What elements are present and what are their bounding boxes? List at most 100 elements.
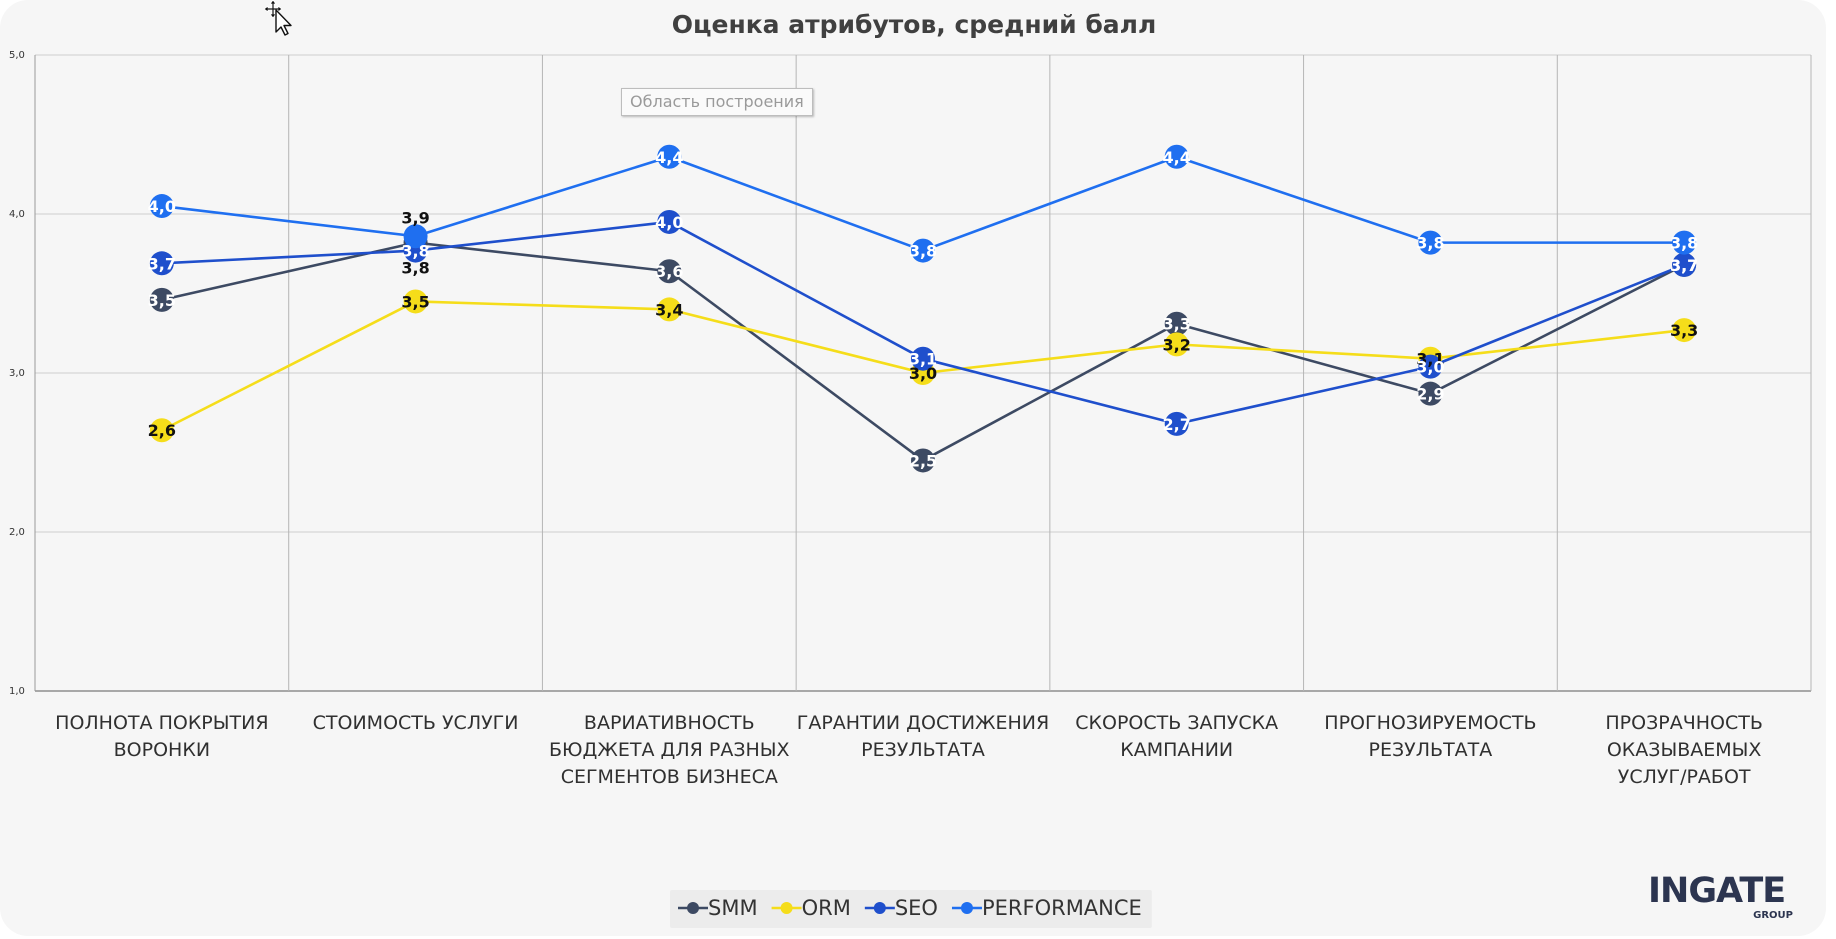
data-label: 3,7 bbox=[1670, 256, 1698, 275]
data-label: 2,7 bbox=[1163, 415, 1191, 434]
data-label: 3,8 bbox=[909, 242, 937, 261]
data-label: 3,9 bbox=[401, 208, 429, 227]
data-label: 3,0 bbox=[909, 364, 937, 383]
data-label: 3,7 bbox=[148, 254, 176, 273]
legend-label: SEO bbox=[895, 896, 938, 920]
legend-item-seo[interactable]: SEO bbox=[864, 896, 938, 920]
data-label: 3,0 bbox=[1416, 358, 1444, 377]
data-point-seo[interactable] bbox=[657, 209, 682, 234]
data-label: 3,8 bbox=[401, 259, 429, 278]
data-point-orm[interactable] bbox=[1164, 332, 1189, 357]
y-tick-label: 3,0 bbox=[9, 368, 25, 379]
data-label: 3,1 bbox=[909, 350, 937, 369]
data-point-smm[interactable] bbox=[1164, 311, 1189, 336]
data-label: 3,8 bbox=[1670, 234, 1698, 253]
category-label: КАМПАНИИ bbox=[1120, 739, 1233, 761]
data-point-performance[interactable] bbox=[403, 224, 428, 249]
category-label: СКОРОСТЬ ЗАПУСКА bbox=[1075, 712, 1278, 734]
logo-wordmark: INGATE bbox=[1648, 871, 1786, 911]
data-label: 3,5 bbox=[148, 291, 176, 310]
category-label: СТОИМОСТЬ УСЛУГИ bbox=[313, 712, 519, 734]
data-label: 3,3 bbox=[1670, 321, 1698, 340]
data-point-smm[interactable] bbox=[149, 287, 174, 312]
data-label: 3,5 bbox=[401, 292, 429, 311]
data-point-seo[interactable] bbox=[149, 251, 174, 276]
y-axis-ticks: 1,0 2,0 3,0 4,0 5,0 bbox=[9, 50, 25, 697]
data-label: 3,7 bbox=[1670, 256, 1698, 275]
data-point-performance[interactable] bbox=[1164, 144, 1189, 169]
data-label: 3,8 bbox=[1416, 234, 1444, 253]
data-point-smm[interactable] bbox=[1418, 381, 1443, 406]
y-tick-label: 5,0 bbox=[9, 50, 25, 61]
legend-label: SMM bbox=[708, 896, 758, 920]
data-point-performance[interactable] bbox=[1672, 230, 1697, 255]
logo-subtitle: GROUP bbox=[1753, 910, 1793, 921]
data-label: 2,5 bbox=[909, 451, 937, 470]
data-label: 3,3 bbox=[1163, 315, 1191, 334]
data-label: 4,0 bbox=[148, 197, 176, 216]
data-label: 3,6 bbox=[655, 262, 683, 281]
data-point-seo[interactable] bbox=[1164, 411, 1189, 436]
legend-marker bbox=[960, 902, 973, 914]
legend-marker bbox=[873, 902, 886, 914]
series-layer[interactable] bbox=[149, 144, 1697, 473]
data-label: 3,2 bbox=[1163, 335, 1191, 354]
category-label: ВАРИАТИВНОСТЬ bbox=[584, 712, 755, 734]
data-label: 4,0 bbox=[655, 213, 683, 232]
data-label: 3,8 bbox=[401, 242, 429, 261]
category-label: ПРОГНОЗИРУЕМОСТЬ bbox=[1324, 712, 1536, 734]
legend-label: ORM bbox=[802, 896, 851, 920]
category-label: ГАРАНТИИ ДОСТИЖЕНИЯ bbox=[797, 712, 1049, 734]
move-cursor-icon bbox=[264, 0, 292, 36]
category-label: РЕЗУЛЬТАТА bbox=[861, 739, 985, 761]
data-point-performance[interactable] bbox=[911, 238, 935, 263]
legend-marker bbox=[687, 902, 699, 914]
data-label: 3,4 bbox=[655, 300, 683, 319]
data-label: 3,1 bbox=[1416, 350, 1444, 369]
data-point-performance[interactable] bbox=[149, 194, 174, 219]
legend-marker bbox=[780, 902, 793, 914]
data-label: 2,9 bbox=[1416, 385, 1444, 404]
data-label: 2,6 bbox=[148, 421, 176, 440]
category-label: ОКАЗЫВАЕМЫХ bbox=[1607, 739, 1762, 761]
legend-item-smm[interactable]: SMM bbox=[678, 896, 758, 920]
chart-title: Оценка атрибутов, средний балл bbox=[672, 10, 1157, 39]
data-point-smm[interactable] bbox=[657, 259, 682, 284]
category-label: ПРОЗРАЧНОСТЬ bbox=[1605, 712, 1763, 734]
data-point-orm[interactable] bbox=[149, 418, 174, 443]
x-axis-categories: ПОЛНОТА ПОКРЫТИЯ ВОРОНКИ СТОИМОСТЬ УСЛУГИ В… bbox=[55, 712, 1763, 788]
data-point-smm[interactable] bbox=[911, 448, 935, 473]
category-label: БЮДЖЕТА ДЛЯ РАЗНЫХ bbox=[549, 739, 790, 761]
category-label: СЕГМЕНТОВ БИЗНЕСА bbox=[561, 766, 778, 788]
series-line-performance[interactable] bbox=[161, 155, 1685, 252]
category-label: УСЛУГ/РАБОТ bbox=[1618, 766, 1751, 788]
category-label: РЕЗУЛЬТАТА bbox=[1369, 739, 1493, 761]
data-point-seo[interactable] bbox=[1418, 354, 1443, 379]
legend[interactable]: SMM ORM SEO PERFORMANCE bbox=[670, 890, 1152, 928]
plot-area-tooltip: Область построения bbox=[621, 88, 813, 116]
y-tick-label: 2,0 bbox=[9, 527, 25, 538]
y-tick-label: 4,0 bbox=[9, 209, 25, 220]
legend-label: PERFORMANCE bbox=[982, 896, 1142, 920]
data-label: 4,4 bbox=[1163, 148, 1191, 167]
data-label: 4,4 bbox=[655, 148, 683, 167]
data-point-seo[interactable] bbox=[1672, 252, 1697, 277]
data-point-seo[interactable] bbox=[911, 346, 935, 371]
legend-item-orm[interactable]: ORM bbox=[771, 896, 851, 920]
category-label: ПОЛНОТА ПОКРЫТИЯ bbox=[55, 712, 268, 734]
data-labels: 3,53,8 3,62,53,32,93,72,63,5 3,43,03,23,13… bbox=[148, 148, 1699, 471]
data-point-orm[interactable] bbox=[657, 297, 682, 322]
ingate-logo: INGATE GROUP bbox=[1648, 872, 1793, 924]
y-tick-label: 1,0 bbox=[9, 686, 25, 697]
category-label: ВОРОНКИ bbox=[114, 739, 210, 761]
data-point-performance[interactable] bbox=[1418, 230, 1443, 255]
data-point-orm[interactable] bbox=[1672, 318, 1697, 343]
legend-item-performance[interactable]: PERFORMANCE bbox=[951, 896, 1142, 920]
legend-background bbox=[670, 890, 1152, 928]
data-point-orm[interactable] bbox=[403, 289, 428, 314]
window-edge bbox=[1826, 0, 1836, 939]
data-point-performance[interactable] bbox=[657, 144, 682, 169]
